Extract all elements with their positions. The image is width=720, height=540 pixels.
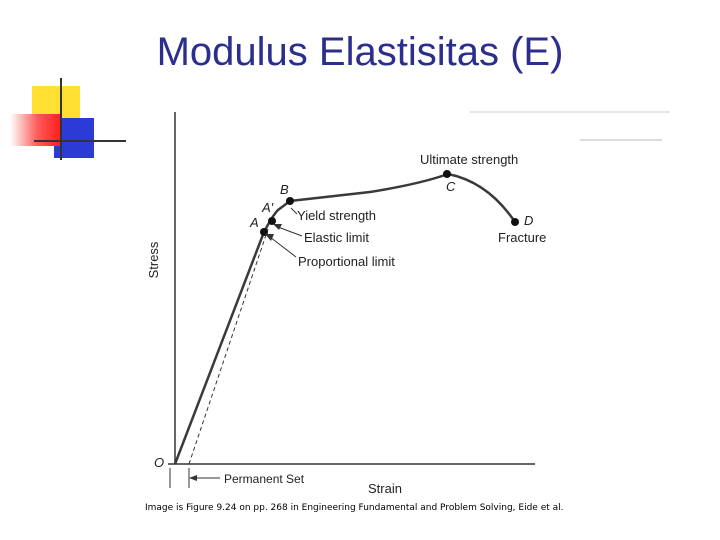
proportional-limit-leader xyxy=(269,236,297,258)
x-axis-label: Strain xyxy=(368,481,402,496)
point-c xyxy=(443,170,451,178)
unloading-line xyxy=(188,228,269,465)
ultimate-strength-label: Ultimate strength xyxy=(420,152,518,167)
decor-horizontal-line xyxy=(34,140,126,142)
slide-title: Modulus Elastisitas (E) xyxy=(156,30,564,74)
point-d-label: D xyxy=(524,213,533,228)
elastic-limit-arrowhead xyxy=(273,224,282,230)
point-c-label: C xyxy=(446,179,456,194)
point-d xyxy=(511,218,519,226)
yield-strength-leader xyxy=(290,207,298,215)
point-a-prime xyxy=(268,217,276,225)
elastic-limit-label: Elastic limit xyxy=(304,230,369,245)
point-a-label: A xyxy=(249,215,259,230)
proportional-limit-arrowhead xyxy=(265,234,274,241)
point-a-prime-label: A' xyxy=(261,200,274,215)
elastic-limit-leader xyxy=(277,226,303,237)
point-b xyxy=(286,197,294,205)
permanent-set-arrowhead xyxy=(189,475,197,481)
permanent-set-label: Permanent Set xyxy=(224,472,305,486)
fracture-label: Fracture xyxy=(498,230,546,245)
point-b-label: B xyxy=(280,182,289,197)
stress-strain-diagram: Stress Strain O Permanent Set A A' B C D… xyxy=(146,111,670,496)
origin-label: O xyxy=(154,455,164,470)
decor-vertical-line xyxy=(60,78,62,160)
y-axis-label: Stress xyxy=(146,241,161,278)
figure-caption: Image is Figure 9.24 on pp. 268 in Engin… xyxy=(145,503,564,513)
yield-strength-label: Yield strength xyxy=(297,208,376,223)
stress-strain-figure: Stress Strain O Permanent Set A A' B C D… xyxy=(140,100,670,500)
proportional-limit-label: Proportional limit xyxy=(298,254,395,269)
